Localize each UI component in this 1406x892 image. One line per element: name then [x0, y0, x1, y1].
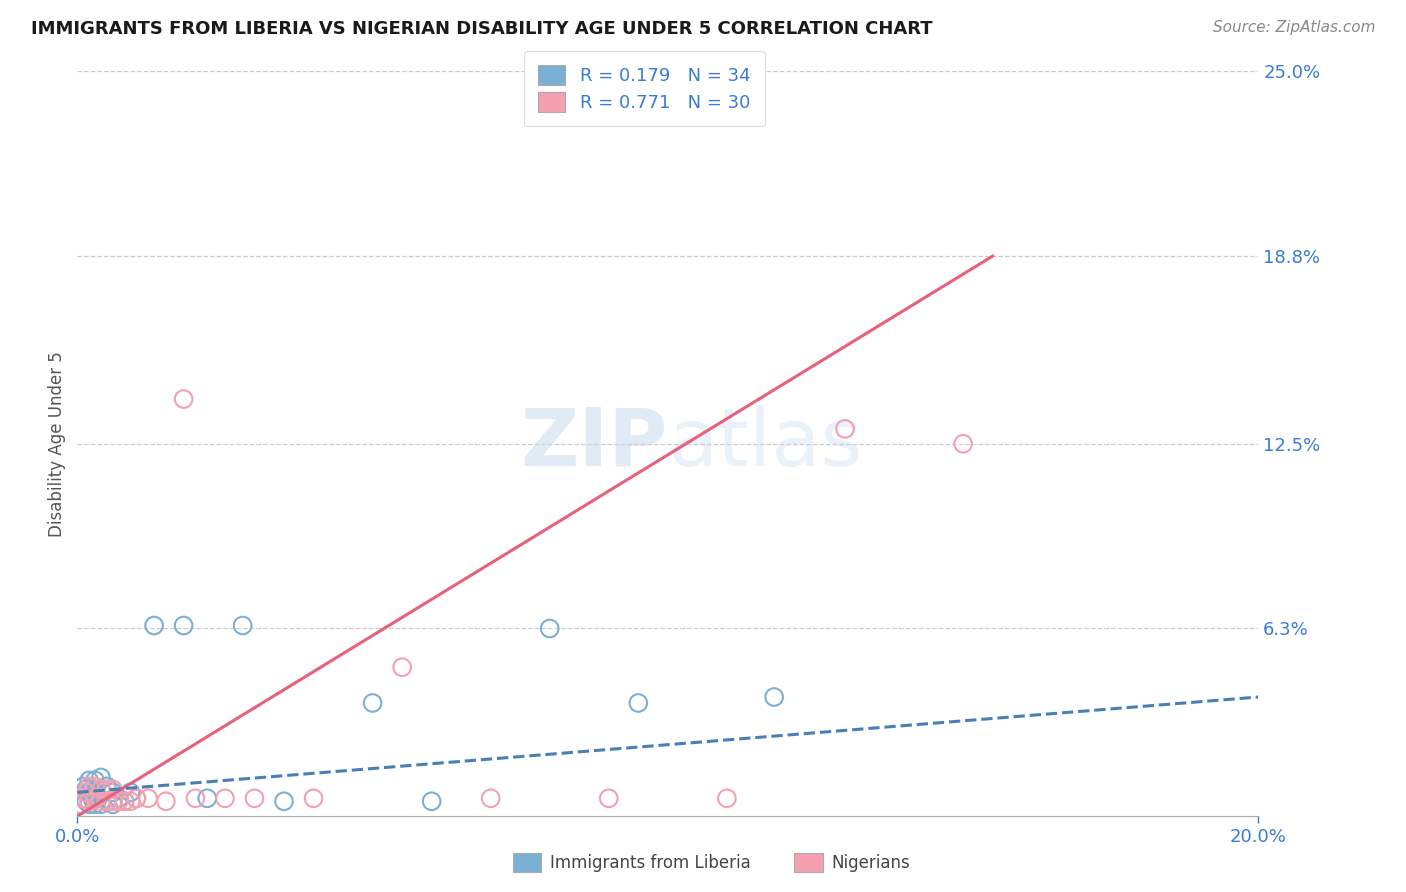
Point [952, 436, 974, 450]
Point [195, 791, 218, 805]
Legend: R = 0.179   N = 34, R = 0.771   N = 30: R = 0.179 N = 34, R = 0.771 N = 30 [523, 51, 765, 127]
Point [107, 791, 129, 805]
Point [184, 791, 207, 805]
Point [232, 618, 254, 632]
Point [273, 794, 295, 808]
Point [107, 794, 129, 808]
Text: atlas: atlas [668, 405, 862, 483]
Point [120, 785, 142, 799]
Point [173, 618, 195, 632]
FancyBboxPatch shape [513, 853, 541, 872]
Point [125, 791, 148, 805]
Point [77, 794, 100, 808]
Point [214, 791, 236, 805]
Y-axis label: Disability Age Under 5: Disability Age Under 5 [48, 351, 66, 537]
Point [96, 794, 118, 808]
Point [77, 797, 100, 812]
Point [125, 791, 148, 805]
Point [69, 797, 91, 812]
Text: ZIP: ZIP [520, 405, 668, 483]
Point [77, 780, 100, 794]
Point [101, 785, 124, 799]
Text: Source: ZipAtlas.com: Source: ZipAtlas.com [1212, 20, 1375, 35]
Point [72, 791, 94, 805]
Point [84, 780, 107, 794]
Point [173, 392, 195, 406]
Point [75, 794, 97, 808]
Point [120, 794, 142, 808]
Point [82, 791, 104, 805]
Point [716, 791, 738, 805]
Point [87, 791, 110, 805]
Point [114, 794, 136, 808]
Text: IMMIGRANTS FROM LIBERIA VS NIGERIAN DISABILITY AGE UNDER 5 CORRELATION CHART: IMMIGRANTS FROM LIBERIA VS NIGERIAN DISA… [31, 20, 932, 37]
Point [361, 696, 384, 710]
Point [77, 785, 100, 799]
Point [420, 794, 443, 808]
Point [96, 794, 118, 808]
Point [101, 797, 124, 812]
Point [479, 791, 502, 805]
Point [243, 791, 266, 805]
Point [96, 780, 118, 794]
Point [84, 773, 107, 788]
FancyBboxPatch shape [794, 853, 823, 872]
Point [69, 797, 91, 812]
Point [90, 794, 112, 808]
Point [77, 773, 100, 788]
Point [101, 782, 124, 797]
Point [136, 791, 159, 805]
Point [114, 794, 136, 808]
Point [538, 622, 561, 636]
Point [302, 791, 325, 805]
Point [90, 782, 112, 797]
Point [84, 791, 107, 805]
Point [627, 696, 650, 710]
Point [84, 797, 107, 812]
Point [90, 771, 112, 785]
Point [72, 780, 94, 794]
Point [834, 422, 856, 436]
Point [72, 791, 94, 805]
Text: Immigrants from Liberia: Immigrants from Liberia [550, 854, 751, 871]
Point [96, 782, 118, 797]
Point [763, 690, 786, 704]
Point [101, 794, 124, 808]
Point [598, 791, 620, 805]
Text: Nigerians: Nigerians [831, 854, 910, 871]
Point [75, 785, 97, 799]
Point [75, 782, 97, 797]
Point [143, 618, 166, 632]
Point [84, 785, 107, 799]
Point [90, 782, 112, 797]
Point [90, 797, 112, 812]
Point [155, 794, 177, 808]
Point [391, 660, 413, 674]
